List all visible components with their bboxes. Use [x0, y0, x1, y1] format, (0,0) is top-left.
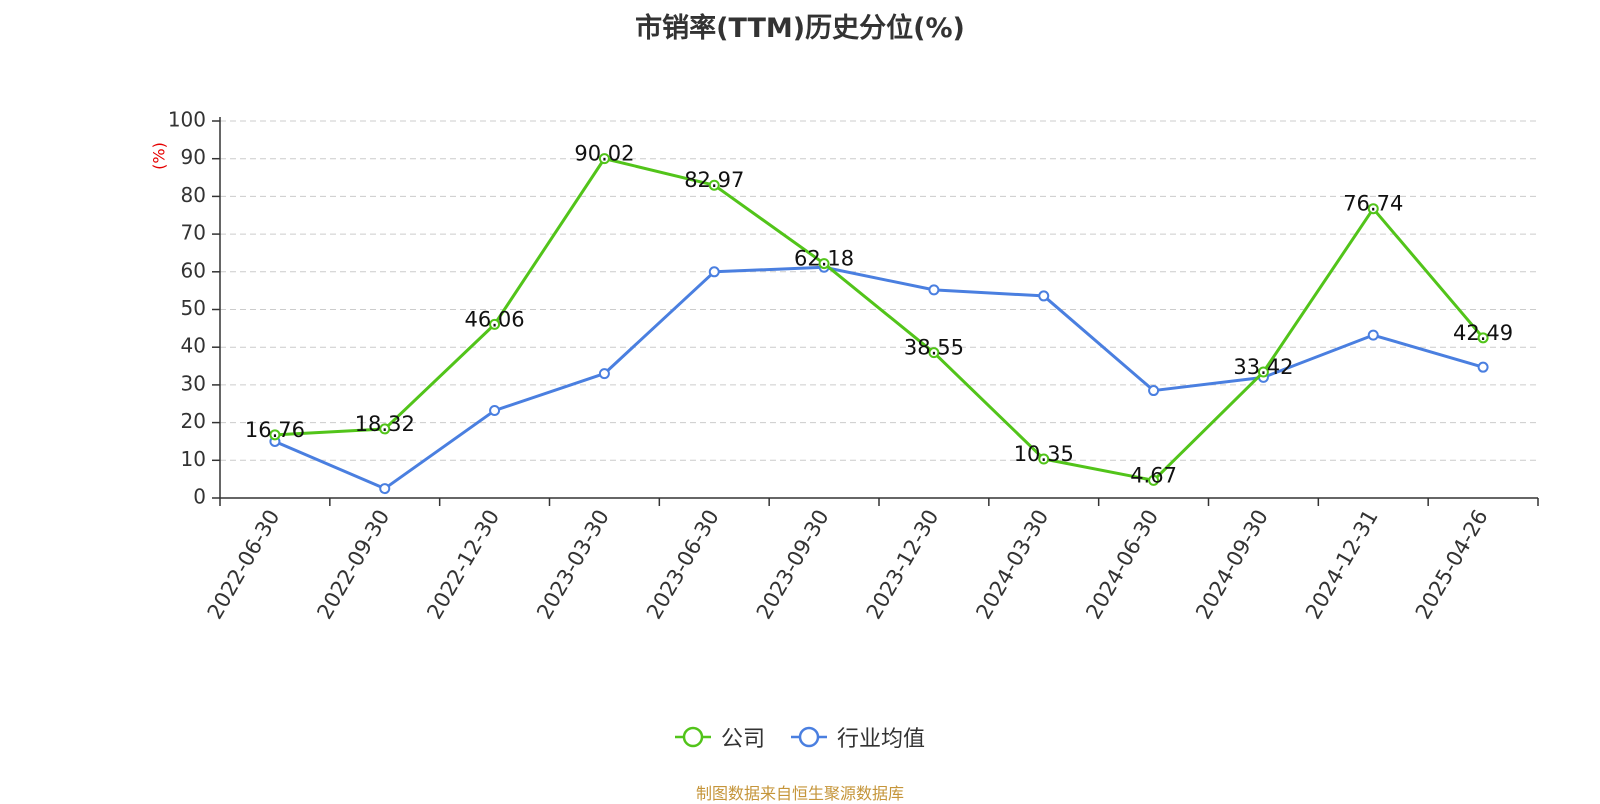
- x-tick-label: 2023-09-30: [752, 506, 834, 624]
- x-tick-label: 2024-06-30: [1081, 506, 1163, 624]
- data-label: 76.74: [1343, 192, 1403, 216]
- grid-lines: [220, 120, 1538, 461]
- y-tick-label: 0: [193, 485, 206, 509]
- series-point-0: [708, 179, 720, 191]
- legend-item-company[interactable]: 公司: [674, 721, 765, 753]
- series-point-0: [1257, 366, 1269, 378]
- series-point-0: [818, 258, 830, 270]
- data-label: 4.67: [1130, 463, 1177, 487]
- legend-label-company: 公司: [720, 727, 765, 752]
- series-point-1: [1038, 290, 1050, 302]
- series-point-1: [489, 405, 501, 417]
- x-tick-label: 2024-09-30: [1191, 506, 1273, 624]
- x-tick-label: 2024-03-30: [971, 506, 1053, 624]
- series-line-1: [274, 265, 1484, 491]
- series-line-0: [274, 157, 1485, 482]
- series-point-0: [1477, 332, 1489, 344]
- data-label: 42.49: [1453, 321, 1513, 345]
- x-tick-label: 2022-06-30: [203, 506, 285, 624]
- legend-label-industry: 行业均值: [837, 727, 926, 752]
- chart-title: 市销率(TTM)历史分位(%): [635, 13, 965, 44]
- series-point-1: [379, 483, 391, 495]
- y-tick-label: 100: [168, 108, 206, 132]
- y-tick-label: 50: [181, 296, 206, 320]
- x-tick-label: 2023-03-30: [532, 506, 614, 624]
- series-point-1: [598, 368, 610, 380]
- y-tick-label: 90: [181, 145, 206, 169]
- x-tick-label: 2022-12-30: [422, 506, 504, 624]
- y-axis-label: (%): [150, 142, 169, 170]
- data-label: 46.06: [465, 307, 525, 331]
- x-tick-label: 2023-06-30: [642, 506, 724, 624]
- data-label: 62.18: [794, 247, 854, 271]
- x-tick-label: 2025-04-26: [1411, 506, 1493, 624]
- series-point-0: [269, 429, 281, 441]
- data-label: 10.35: [1014, 442, 1074, 466]
- y-tick-label: 40: [181, 334, 206, 358]
- y-tick-label: 10: [181, 447, 206, 471]
- legend: 公司 行业均值: [0, 721, 1600, 753]
- data-label: 38.55: [904, 336, 964, 360]
- source-note: 制图数据来自恒生聚源数据库: [695, 784, 904, 803]
- series-point-0: [598, 153, 610, 165]
- x-tick-label: 2023-12-30: [862, 506, 944, 624]
- y-tick-label: 80: [181, 183, 206, 207]
- series-point-0: [1367, 203, 1379, 215]
- x-tick-label: 2024-12-31: [1301, 506, 1383, 624]
- series-point-1: [1148, 385, 1160, 397]
- series-point-0: [489, 318, 501, 330]
- series-point-1: [1367, 329, 1379, 341]
- y-tick-label: 20: [181, 409, 206, 433]
- data-labels: 16.76 18.32 46.06 90.02 82.97 62.18 38.55 10.35…: [245, 142, 1513, 488]
- series-point-1: [1477, 361, 1489, 373]
- series-point-1: [928, 284, 940, 296]
- data-label: 90.02: [574, 142, 634, 166]
- data-label: 16.76: [245, 418, 305, 442]
- axes: 0 10 20 30 40 50 60 70 80 90 100 2022-06-30 2022-09-…: [168, 108, 1539, 624]
- data-label: 18.32: [355, 412, 415, 436]
- legend-industry-icon: [791, 726, 827, 748]
- y-tick-label: 70: [181, 221, 206, 245]
- data-label: 33.42: [1233, 355, 1293, 379]
- series-point-0: [379, 423, 391, 435]
- series: [269, 153, 1489, 495]
- x-tick-label: 2022-09-30: [312, 506, 394, 624]
- series-point-0: [1148, 474, 1160, 486]
- data-label: 82.97: [684, 168, 744, 192]
- legend-item-industry[interactable]: 行业均值: [791, 721, 925, 753]
- y-tick-label: 30: [181, 371, 206, 395]
- y-tick-label: 60: [181, 258, 206, 282]
- series-point-0: [1038, 453, 1050, 465]
- legend-company-icon: [674, 726, 711, 748]
- series-point-1: [708, 266, 720, 278]
- series-point-0: [928, 347, 940, 359]
